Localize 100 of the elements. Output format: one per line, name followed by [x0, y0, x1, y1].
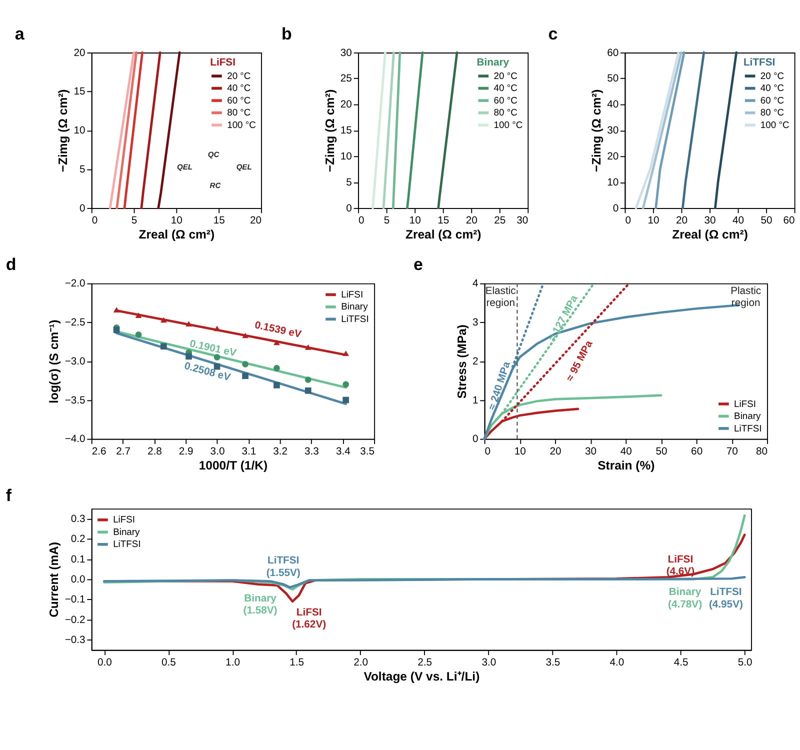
x-tick-label: 60: [783, 216, 796, 227]
y-axis-title: Current (mA): [47, 542, 62, 618]
y-axis-title: Stress (MPa): [454, 324, 469, 399]
y-axis-title: −Zimg (Ω cm²): [56, 89, 70, 172]
legend-label: 60 °C: [760, 94, 784, 106]
y-tick-label: −0.2: [64, 614, 86, 626]
x-tick-label: 0: [625, 216, 632, 227]
x-tick-label: 1.0: [226, 657, 240, 668]
chart-title: e: [414, 255, 423, 274]
annotation: Elastic region: [485, 286, 516, 310]
y-tick-label: −3.5: [64, 395, 86, 406]
annotation: Plastic region: [730, 286, 762, 310]
x-tick-label: 3.0: [210, 446, 225, 458]
y-tick-label: 40: [607, 100, 619, 111]
point: [135, 332, 142, 338]
x-tick-label: 10: [648, 216, 660, 227]
x-tick-label: 3.0: [482, 657, 496, 668]
x-tick-label: 1.5: [290, 657, 304, 668]
x-tick-label: 50: [656, 446, 668, 458]
y-tick-label: −0.1: [64, 594, 86, 606]
y-tick-label: 10: [74, 126, 86, 137]
x-tick-label: 15: [213, 216, 226, 227]
annotation: ≈ 95 MPa: [564, 338, 596, 384]
annotation: QEL: [236, 162, 252, 172]
legend-title: LiFSI: [210, 58, 236, 69]
annotation: RC: [210, 181, 222, 190]
x-tick-label: 2.6: [92, 446, 107, 458]
annotation: LiTFSI (1.55V): [266, 556, 300, 579]
annotation: QEL: [176, 162, 193, 172]
x-tick-label: 3.1: [242, 446, 256, 458]
annotation: 0.2508 eV: [182, 360, 232, 384]
legend-label: 80 °C: [227, 106, 251, 118]
annotation: 0.1901 eV: [188, 338, 238, 360]
annotation: ≈ 240 MPa: [486, 360, 513, 412]
legend-label: 20 °C: [227, 70, 251, 81]
chart-title: a: [14, 24, 25, 44]
y-tick-label: 0: [472, 434, 478, 446]
y-tick-label: 30: [340, 48, 352, 59]
x-tick-label: 3.2: [273, 446, 288, 458]
y-tick-label: 0: [612, 203, 619, 214]
y-tick-label: 0: [346, 203, 352, 214]
y-tick-label: 3: [472, 318, 478, 329]
x-tick-label: 5: [384, 216, 390, 227]
x-tick-label: 10: [409, 216, 422, 227]
x-axis-title: 1000/T (1/K): [198, 458, 268, 472]
x-tick-label: 2.9: [178, 446, 194, 458]
point: [113, 307, 120, 313]
x-tick-label: 2.5: [418, 657, 432, 668]
y-tick-label: 1: [472, 395, 478, 406]
x-tick-label: 3.5: [360, 446, 375, 458]
annotation: Binary (4.78V): [668, 587, 702, 610]
x-tick-label: 4.0: [610, 657, 624, 668]
x-tick-label: 30: [516, 216, 528, 227]
legend-label: Binary: [734, 410, 761, 422]
x-tick-label: 0.5: [162, 657, 176, 668]
legend-label: LiFSI: [341, 288, 364, 300]
y-tick-label: −3.0: [64, 356, 86, 368]
point: [186, 353, 192, 360]
x-tick-label: 0: [92, 216, 98, 227]
x-tick-label: 60: [691, 446, 703, 458]
x-tick-label: 2.8: [147, 446, 162, 458]
x-tick-label: 25: [494, 216, 506, 227]
x-tick-label: 3.3: [304, 446, 320, 458]
x-axis-title: Strain (%): [598, 458, 655, 472]
legend-label: 20 °C: [760, 70, 784, 81]
legend-label: LiTFSI: [341, 312, 369, 324]
y-tick-label: 0.0: [70, 574, 86, 586]
x-tick-label: 50: [760, 216, 773, 227]
y-tick-label: 0.1: [70, 554, 86, 566]
x-tick-label: 2.7: [116, 446, 131, 458]
x-axis-title: Voltage (V vs. Li⁺/Li): [364, 670, 480, 684]
chart-title: f: [6, 486, 12, 506]
point: [304, 376, 312, 383]
annotation: 0.1539 eV: [254, 320, 302, 341]
y-tick-label: 10: [340, 151, 352, 162]
y-tick-label: 0.3: [70, 514, 86, 525]
y-axis-title: log(σ) (S cm⁻¹): [47, 320, 62, 404]
legend-label: 100 °C: [760, 118, 790, 130]
legend-label: Binary: [113, 526, 140, 537]
y-tick-label: 30: [607, 126, 619, 137]
y-tick-label: 20: [74, 48, 86, 59]
y-tick-label: −4.0: [64, 434, 86, 446]
y-tick-label: 10: [607, 177, 619, 188]
legend-label: 100 °C: [494, 118, 523, 130]
y-tick-label: −0.3: [64, 635, 86, 646]
x-axis-title: Zreal (Ω cm²): [138, 228, 215, 242]
point: [113, 326, 120, 334]
x-tick-label: 0.0: [97, 657, 112, 668]
x-tick-label: 40: [620, 446, 632, 458]
annotation: LiFSI (1.62V): [292, 607, 326, 631]
legend-label: LiFSI: [734, 398, 756, 409]
annotation: LiFSI (4.6V): [666, 554, 695, 578]
x-tick-label: 20: [250, 216, 262, 227]
point: [214, 354, 220, 360]
chart-title: c: [548, 24, 558, 44]
x-tick-label: 70: [726, 446, 738, 458]
legend-label: 100 °C: [227, 118, 256, 130]
y-tick-label: 2: [472, 356, 478, 368]
legend-label: 60 °C: [227, 94, 251, 106]
legend-label: 40 °C: [760, 82, 784, 94]
